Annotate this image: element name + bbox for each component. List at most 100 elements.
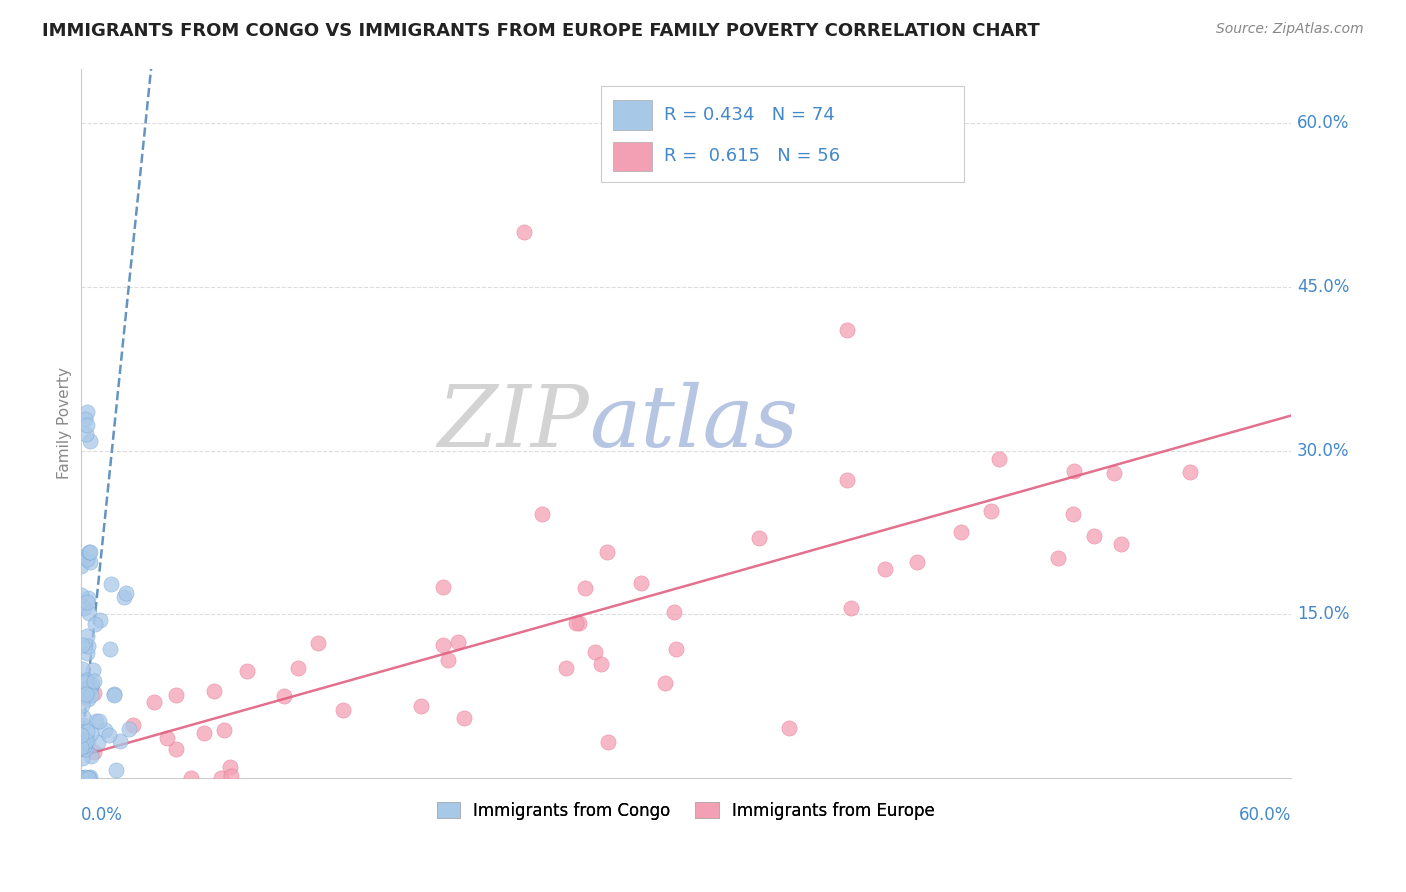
Text: ZIP: ZIP	[437, 382, 589, 465]
Point	[949, 524, 972, 539]
Text: 30.0%: 30.0%	[1296, 442, 1350, 459]
Text: 0.0%: 0.0%	[80, 806, 122, 824]
Point	[77, 606, 100, 620]
Point	[835, 474, 858, 488]
Point	[156, 731, 179, 745]
Point	[1063, 465, 1085, 479]
Point	[219, 760, 242, 774]
Point	[70, 771, 93, 785]
Point	[77, 544, 100, 558]
Point	[236, 664, 259, 678]
Point	[97, 728, 120, 742]
Point	[76, 552, 98, 566]
Point	[103, 687, 125, 701]
Point	[165, 742, 187, 756]
Point	[432, 580, 454, 594]
Point	[73, 731, 96, 745]
FancyBboxPatch shape	[613, 101, 652, 130]
Point	[89, 613, 111, 627]
Point	[80, 725, 103, 739]
Point	[437, 652, 460, 666]
Point	[70, 728, 93, 742]
Point	[654, 675, 676, 690]
Text: Source: ZipAtlas.com: Source: ZipAtlas.com	[1216, 22, 1364, 37]
Point	[70, 662, 93, 676]
Point	[72, 600, 94, 615]
Point	[453, 711, 475, 725]
Point	[72, 710, 94, 724]
Point	[70, 739, 93, 754]
Text: atlas: atlas	[589, 382, 799, 465]
Point	[77, 771, 100, 785]
Point	[432, 638, 454, 652]
Point	[84, 714, 107, 728]
Text: 60.0%: 60.0%	[1296, 114, 1350, 132]
Point	[332, 703, 354, 717]
Point	[80, 677, 103, 691]
Text: 45.0%: 45.0%	[1296, 277, 1350, 296]
Point	[76, 591, 98, 605]
Point	[72, 771, 94, 785]
Point	[83, 673, 105, 688]
Point	[79, 434, 101, 448]
Point	[83, 686, 105, 700]
Point	[307, 636, 329, 650]
Text: IMMIGRANTS FROM CONGO VS IMMIGRANTS FROM EUROPE FAMILY POVERTY CORRELATION CHART: IMMIGRANTS FROM CONGO VS IMMIGRANTS FROM…	[42, 22, 1040, 40]
Point	[531, 507, 554, 521]
Point	[76, 595, 98, 609]
Point	[80, 681, 103, 695]
Point	[1104, 467, 1126, 481]
Point	[76, 417, 98, 432]
Point	[75, 770, 97, 784]
Point	[75, 687, 97, 701]
Point	[77, 681, 100, 696]
Point	[75, 412, 97, 426]
Point	[70, 588, 93, 602]
Point	[72, 698, 94, 712]
Point	[75, 427, 97, 442]
Text: R = 0.434   N = 74: R = 0.434 N = 74	[664, 105, 835, 124]
Point	[77, 639, 100, 653]
Point	[73, 771, 96, 785]
Point	[193, 725, 215, 739]
Point	[980, 503, 1002, 517]
Point	[565, 615, 588, 630]
Point	[583, 645, 606, 659]
Point	[72, 739, 94, 754]
Point	[409, 698, 432, 713]
Point	[209, 771, 232, 785]
Point	[1178, 466, 1201, 480]
Point	[202, 684, 225, 698]
Point	[662, 605, 685, 619]
Point	[82, 663, 104, 677]
Point	[89, 714, 111, 728]
Point	[69, 771, 91, 785]
Text: 60.0%: 60.0%	[1239, 806, 1291, 824]
Point	[83, 616, 105, 631]
Point	[76, 646, 98, 660]
Point	[73, 681, 96, 696]
Point	[748, 532, 770, 546]
Point	[70, 638, 93, 652]
Point	[76, 724, 98, 739]
Point	[180, 771, 202, 785]
Y-axis label: Family Poverty: Family Poverty	[58, 368, 72, 479]
Point	[212, 723, 235, 738]
Legend: Immigrants from Congo, Immigrants from Europe: Immigrants from Congo, Immigrants from E…	[430, 795, 942, 826]
Point	[1083, 529, 1105, 543]
Point	[72, 549, 94, 564]
Point	[73, 739, 96, 754]
Point	[987, 452, 1010, 467]
Point	[630, 575, 652, 590]
Point	[589, 657, 612, 671]
Point	[598, 734, 620, 748]
Point	[94, 723, 117, 737]
Point	[596, 545, 619, 559]
Point	[273, 689, 295, 703]
Point	[143, 695, 166, 709]
Point	[98, 642, 121, 657]
Point	[905, 555, 928, 569]
FancyBboxPatch shape	[613, 142, 652, 171]
Point	[555, 660, 578, 674]
Point	[75, 741, 97, 756]
